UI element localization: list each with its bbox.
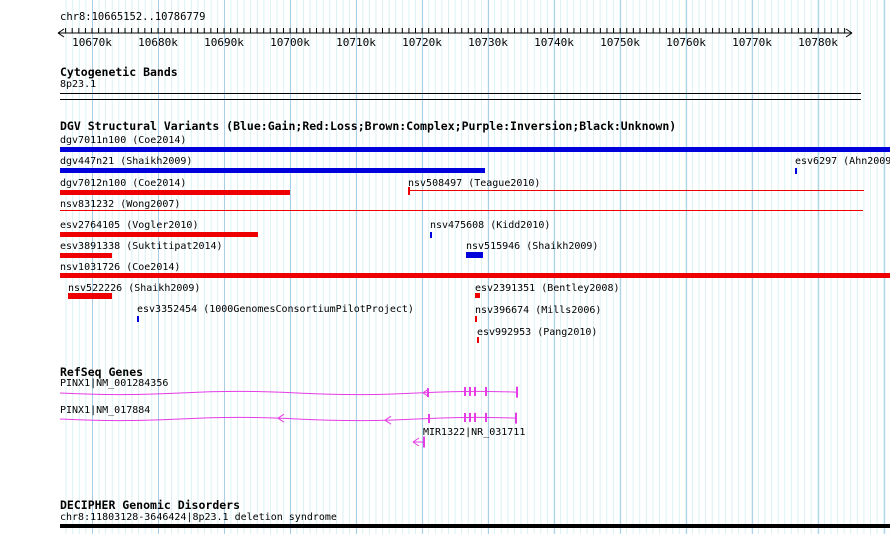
variant-bar-esv992953[interactable]: [477, 337, 479, 343]
variant-label-dgv447n21[interactable]: dgv447n21 (Shaikh2009): [60, 156, 193, 167]
section-heading-cytogenetic-bands: Cytogenetic Bands: [60, 65, 178, 79]
ruler-tick-label: 10730k: [468, 36, 508, 49]
variant-bar-esv3352454[interactable]: [137, 316, 139, 322]
section-heading-dgv-variants: DGV Structural Variants (Blue:Gain;Red:L…: [60, 119, 677, 133]
variant-label-nsv515946[interactable]: nsv515946 (Shaikh2009): [466, 241, 599, 252]
variant-bar-nsv508497-1[interactable]: [408, 190, 864, 191]
ruler-tick-label: 10740k: [534, 36, 574, 49]
ruler-tick-label: 10770k: [732, 36, 772, 49]
section-heading-decipher: DECIPHER Genomic Disorders: [60, 498, 241, 512]
variant-label-nsv1031726[interactable]: nsv1031726 (Coe2014): [60, 262, 181, 273]
gene-label-PINX1-NM_001284356[interactable]: PINX1|NM_001284356: [60, 378, 169, 389]
ruler-tick-label: 10670k: [72, 36, 112, 49]
variant-bar-esv2391351[interactable]: [475, 293, 480, 298]
gene-label-MIR1322-NR_031711[interactable]: MIR1322|NR_031711: [423, 427, 526, 438]
variant-bar-nsv475608[interactable]: [430, 232, 432, 238]
ruler-tick-label: 10690k: [204, 36, 244, 49]
variant-label-esv3352454[interactable]: esv3352454 (1000GenomesConsortiumPilotPr…: [137, 304, 414, 315]
variant-label-esv2764105[interactable]: esv2764105 (Vogler2010): [60, 220, 199, 231]
variant-label-nsv396674[interactable]: nsv396674 (Mills2006): [475, 305, 602, 316]
section-heading-refseq-genes: RefSeq Genes: [60, 365, 144, 379]
variant-label-nsv508497[interactable]: nsv508497 (Teague2010): [408, 178, 541, 189]
variant-bar-esv6297[interactable]: [795, 168, 797, 174]
variant-bar-dgv7011n100[interactable]: [60, 147, 890, 152]
ruler-tick-label: 10700k: [270, 36, 310, 49]
ruler-tick-label: 10720k: [402, 36, 442, 49]
variant-bar-nsv515946[interactable]: [466, 252, 483, 258]
variant-bar-esv2764105[interactable]: [60, 232, 258, 237]
cytoband-track-box[interactable]: [60, 93, 861, 100]
region-title: chr8:10665152..10786779: [60, 11, 206, 23]
variant-bar-nsv831232[interactable]: [60, 210, 863, 211]
variant-label-dgv7012n100[interactable]: dgv7012n100 (Coe2014): [60, 178, 187, 189]
variant-bar-dgv447n21[interactable]: [60, 168, 485, 173]
variant-label-esv3891338[interactable]: esv3891338 (Suktitipat2014): [60, 241, 223, 252]
variant-label-esv992953[interactable]: esv992953 (Pang2010): [477, 327, 598, 338]
variant-label-nsv475608[interactable]: nsv475608 (Kidd2010): [430, 220, 551, 231]
variant-bar-nsv396674[interactable]: [475, 316, 477, 322]
variant-label-esv2391351[interactable]: esv2391351 (Bentley2008): [475, 283, 620, 294]
background-grid: [62, 0, 890, 534]
variant-bar-nsv1031726[interactable]: [60, 273, 890, 278]
variant-bar-nsv508497[interactable]: [408, 187, 410, 195]
variant-bar-esv3891338[interactable]: [60, 253, 112, 258]
variant-label-nsv522226[interactable]: nsv522226 (Shaikh2009): [68, 283, 201, 294]
gene-label-PINX1-NM_017884[interactable]: PINX1|NM_017884: [60, 405, 151, 416]
variant-bar-nsv522226[interactable]: [68, 293, 112, 299]
ruler-tick-label: 10750k: [600, 36, 640, 49]
ruler-tick-label: 10710k: [336, 36, 376, 49]
variant-label-esv6297[interactable]: esv6297 (Ahn2009): [795, 156, 890, 167]
ruler-tick-label: 10760k: [666, 36, 706, 49]
variant-label-dgv7011n100[interactable]: dgv7011n100 (Coe2014): [60, 135, 187, 146]
ruler-tick-label: 10680k: [138, 36, 178, 49]
variant-label-nsv831232[interactable]: nsv831232 (Wong2007): [60, 199, 181, 210]
variant-bar-dgv7012n100[interactable]: [60, 190, 290, 195]
ruler-tick-label: 10780k: [798, 36, 838, 49]
decipher-region-bar[interactable]: [60, 524, 890, 528]
cytoband-label[interactable]: 8p23.1: [60, 79, 97, 90]
decipher-entry[interactable]: chr8:11803128-3646424|8p23.1 deletion sy…: [60, 512, 337, 523]
